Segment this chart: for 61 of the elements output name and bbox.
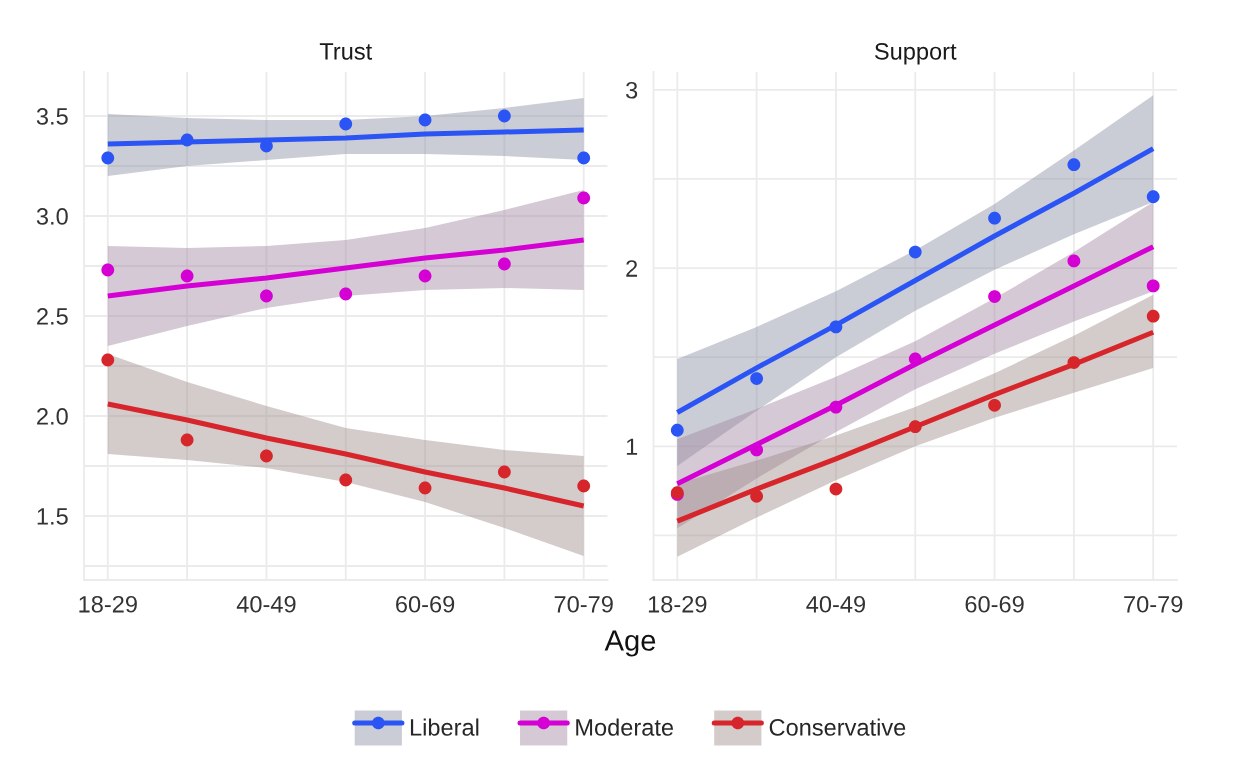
- legend-label: Conservative: [769, 718, 906, 736]
- x-tick-label: 70-79: [1124, 595, 1183, 613]
- point: [670, 423, 684, 437]
- point: [418, 113, 432, 127]
- point: [339, 287, 353, 301]
- point: [260, 289, 273, 303]
- chart-title: Trust: [319, 43, 373, 60]
- point: [260, 449, 273, 463]
- point: [180, 433, 194, 447]
- point: [101, 151, 115, 165]
- y-tick-label: 2: [626, 260, 638, 277]
- point: [1067, 158, 1081, 172]
- legend-label: Moderate: [576, 718, 674, 736]
- point: [180, 133, 194, 147]
- point: [339, 117, 353, 131]
- point: [497, 109, 511, 123]
- point: [908, 352, 922, 366]
- point: [988, 211, 1001, 225]
- point: [1146, 190, 1160, 204]
- point: [750, 443, 764, 457]
- point: [988, 290, 1001, 303]
- y-tick-label: 3.5: [36, 108, 68, 125]
- point: [908, 245, 922, 259]
- y-tick-label: 2.5: [37, 308, 68, 325]
- y-tick-label: 1.5: [37, 508, 68, 525]
- point: [339, 473, 353, 487]
- x-tick-label: 40-49: [806, 595, 866, 613]
- point: [577, 191, 591, 205]
- x-tick-label: 18-29: [79, 595, 137, 613]
- point: [750, 372, 764, 385]
- point: [1146, 309, 1160, 323]
- point: [750, 489, 764, 503]
- point: [829, 482, 843, 496]
- point: [829, 400, 843, 414]
- point: [577, 151, 591, 165]
- y-tick-label: 3: [625, 81, 638, 99]
- point: [988, 398, 1001, 412]
- y-tick-label: 1: [626, 438, 638, 455]
- point: [101, 263, 115, 277]
- x-tick-label: 18-29: [648, 595, 707, 613]
- legend-label: Liberal: [410, 718, 479, 736]
- point: [577, 479, 591, 493]
- point: [418, 269, 432, 283]
- x-tick-label: 40-49: [236, 595, 296, 613]
- chart-title: Support: [874, 43, 957, 65]
- point: [1067, 356, 1081, 369]
- point: [497, 465, 511, 479]
- y-tick-label: 3.0: [36, 208, 68, 225]
- point: [1067, 254, 1081, 268]
- x-tick-label: 60-69: [965, 595, 1024, 613]
- point: [101, 353, 115, 367]
- point: [418, 481, 432, 495]
- point: [1146, 279, 1160, 293]
- point: [180, 269, 194, 283]
- point: [497, 257, 511, 271]
- point: [829, 320, 843, 334]
- x-axis-title: Age: [604, 630, 656, 657]
- y-tick-label: 2.0: [37, 408, 68, 425]
- point: [908, 420, 922, 434]
- x-tick-label: 60-69: [396, 595, 455, 613]
- x-tick-label: 70-79: [554, 595, 613, 613]
